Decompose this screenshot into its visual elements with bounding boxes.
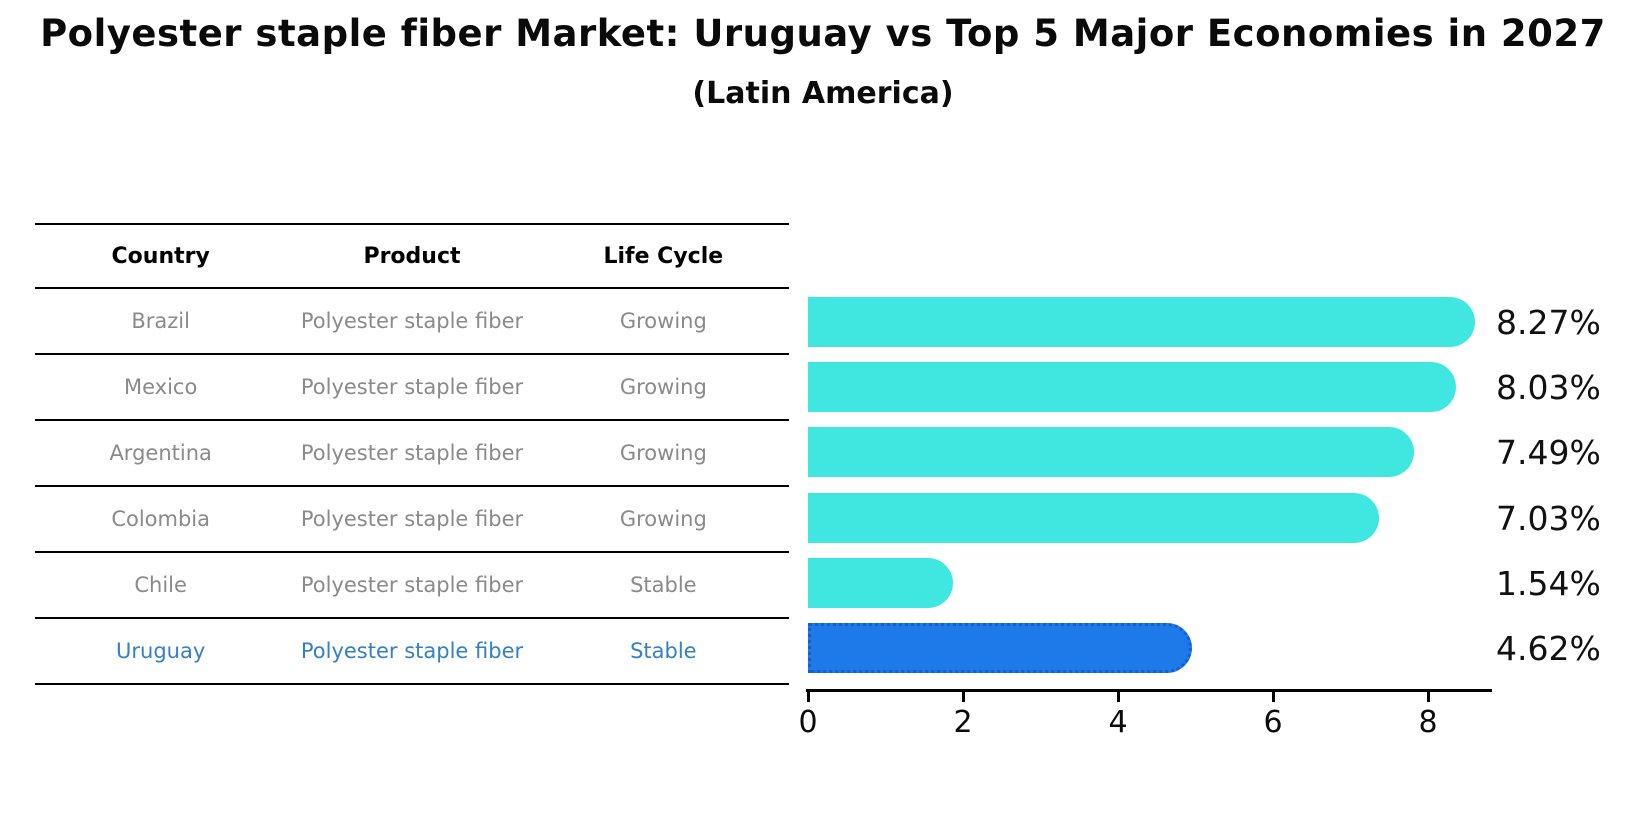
cell-country: Uruguay [116, 639, 206, 663]
bar-value-label: 8.27% [1496, 302, 1601, 342]
column-header-life-cycle: Life Cycle [603, 243, 724, 269]
cell-product: Polyester staple fiber [300, 573, 524, 597]
cell-country: Colombia [111, 507, 210, 531]
cell-life-cycle: Stable [630, 573, 697, 597]
x-axis-tick [1427, 692, 1430, 702]
table-row: Chile Polyester staple fiber Stable [35, 552, 789, 618]
cell-life-cycle: Stable [630, 639, 697, 663]
column-header-product: Product [363, 243, 461, 269]
bar-argentina [808, 427, 1414, 477]
cell-life-cycle: Growing [619, 507, 707, 531]
x-axis-tick-label: 2 [953, 705, 973, 740]
x-axis-tick [962, 692, 965, 702]
country-info-table: Country Product Life Cycle Brazil Polyes… [35, 223, 789, 685]
column-header-country: Country [111, 243, 210, 269]
cell-country: Mexico [124, 375, 198, 399]
x-axis-tick-label: 4 [1108, 705, 1128, 740]
cell-product: Polyester staple fiber [300, 309, 524, 333]
page-title: Polyester staple fiber Market: Uruguay v… [40, 12, 1606, 55]
x-axis-tick [1272, 692, 1275, 702]
x-axis-tick-label: 8 [1418, 705, 1438, 740]
x-axis-tick [1117, 692, 1120, 702]
table-row: Uruguay Polyester staple fiber Stable [35, 618, 789, 684]
cell-country: Chile [134, 573, 187, 597]
bar-colombia [808, 493, 1379, 543]
cell-product: Polyester staple fiber [300, 639, 524, 663]
cell-country: Argentina [109, 441, 212, 465]
bar-value-label: 1.54% [1496, 563, 1601, 603]
x-axis-tick-label: 6 [1263, 705, 1283, 740]
bar-chile [808, 558, 953, 608]
table-row: Argentina Polyester staple fiber Growing [35, 420, 789, 486]
table-row: Brazil Polyester staple fiber Growing [35, 288, 789, 354]
cell-product: Polyester staple fiber [300, 507, 524, 531]
cell-life-cycle: Growing [619, 441, 707, 465]
x-axis-tick [807, 692, 810, 702]
x-axis-line [806, 689, 1492, 692]
table-header-row: Country Product Life Cycle [35, 224, 789, 288]
bar-brazil [808, 297, 1475, 347]
bar-value-label: 4.62% [1496, 628, 1601, 668]
bar-uruguay-highlighted [808, 623, 1192, 673]
cell-life-cycle: Growing [619, 375, 707, 399]
table-row: Colombia Polyester staple fiber Growing [35, 486, 789, 552]
bar-mexico [808, 362, 1456, 412]
page-subtitle: (Latin America) [692, 76, 954, 111]
bar-value-label: 7.49% [1496, 432, 1601, 472]
x-axis-tick-label: 0 [798, 705, 818, 740]
cell-country: Brazil [131, 309, 190, 333]
cell-product: Polyester staple fiber [300, 441, 524, 465]
bar-value-label: 7.03% [1496, 498, 1601, 538]
cell-product: Polyester staple fiber [300, 375, 524, 399]
bar-value-label: 8.03% [1496, 367, 1601, 407]
table-row: Mexico Polyester staple fiber Growing [35, 354, 789, 420]
cell-life-cycle: Growing [619, 309, 707, 333]
